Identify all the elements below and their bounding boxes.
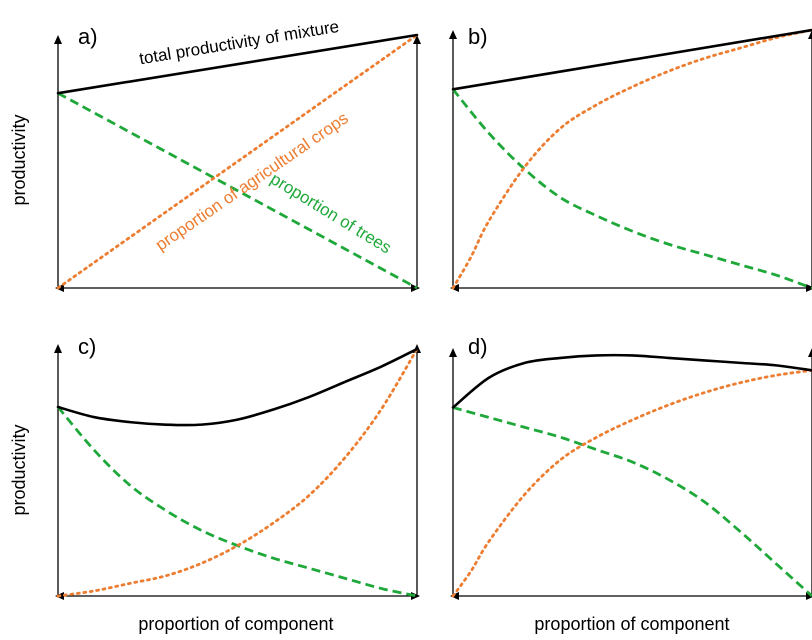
y-axis-label: productivity (9, 424, 29, 515)
panel-letter: d) (468, 334, 488, 359)
y-axis-label: productivity (9, 114, 29, 205)
series-line-trees (57, 91, 418, 290)
arrow-right-icon (806, 284, 812, 292)
arrow-up-icon (54, 35, 62, 44)
series-line-trees (452, 406, 812, 598)
panel-d: d) proportion of component (449, 334, 812, 634)
panel-b: b) (449, 24, 812, 292)
series-line-total (451, 28, 812, 91)
series-line-crops (451, 28, 812, 290)
annotation-total: total productivity of mixture (138, 17, 341, 68)
series-line-total (56, 33, 419, 95)
arrow-up-icon (54, 344, 62, 353)
panel-letter: c) (78, 334, 96, 359)
panel-letter: a) (78, 24, 98, 49)
series-line-crops (56, 347, 419, 598)
panel-c: c) productivity proportion of component (9, 334, 421, 634)
annotation-crops: proportion of agricultural crops (152, 108, 352, 254)
series-line-total (451, 353, 812, 409)
arrow-up-icon (808, 348, 812, 357)
x-axis-label: proportion of component (534, 614, 729, 634)
series-line-trees (451, 88, 812, 290)
arrow-up-icon (449, 348, 457, 357)
x-axis-label: proportion of component (138, 614, 333, 634)
series-line-total (56, 347, 419, 427)
series-line-crops (56, 33, 419, 290)
arrow-up-icon (808, 30, 812, 39)
annotation-trees: proportion of trees (267, 169, 395, 257)
panel-letter: b) (468, 24, 488, 49)
arrow-up-icon (413, 35, 421, 44)
arrow-up-icon (449, 30, 457, 39)
series-line-crops (451, 368, 812, 598)
panel-a: a) productivity total productivity of mixt… (9, 17, 421, 292)
